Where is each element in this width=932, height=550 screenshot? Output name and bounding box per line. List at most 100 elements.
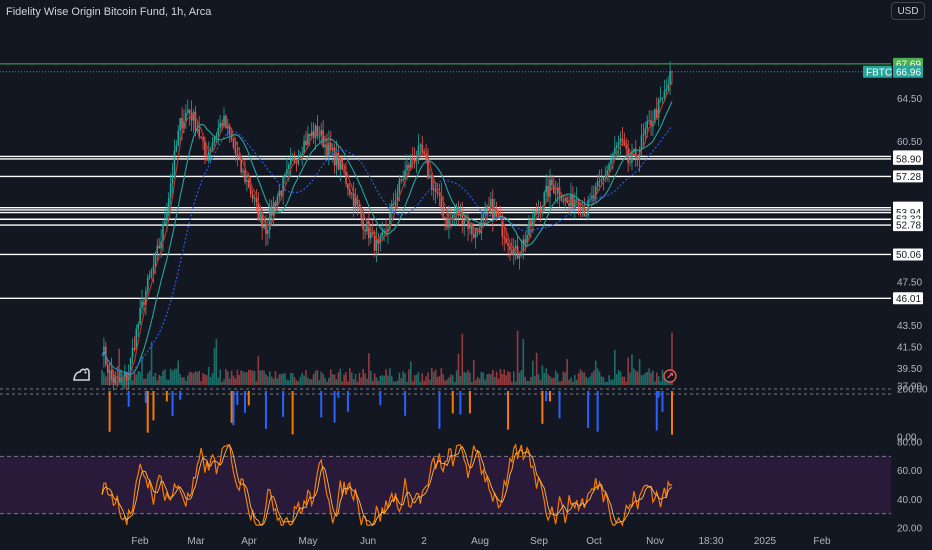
volume-bar — [526, 380, 528, 385]
volume-bar — [472, 360, 475, 385]
candle-body — [509, 245, 511, 250]
candle-body — [629, 161, 631, 163]
volume-bar — [152, 376, 155, 385]
volume-bar — [610, 379, 612, 385]
volume-bar — [652, 370, 654, 385]
currency-button[interactable]: USD — [891, 2, 925, 20]
volume-bar — [421, 373, 424, 385]
volume-bar — [631, 354, 633, 385]
candlesticks — [103, 61, 673, 391]
indicator1-spike — [548, 391, 551, 402]
candle-body — [181, 118, 183, 129]
candle-body — [358, 204, 361, 210]
candle-body — [579, 207, 582, 211]
volume-bar — [562, 371, 565, 385]
candle-body — [625, 146, 628, 149]
volume-bar — [303, 375, 305, 385]
volume-bar — [478, 378, 481, 385]
indicator1-spike — [179, 391, 182, 400]
candle-body — [303, 140, 305, 154]
candle-body — [230, 134, 233, 140]
volume-bar — [289, 373, 292, 385]
candle-body — [633, 148, 635, 152]
volume-bar — [373, 373, 376, 385]
indicator1-spike — [247, 391, 250, 406]
volume-bar — [440, 368, 443, 385]
volume-bar — [406, 381, 408, 385]
candle-body — [478, 229, 481, 234]
candle-body — [251, 193, 254, 199]
volume-bar — [198, 370, 201, 385]
volume-bar — [207, 366, 210, 385]
volume-bar — [217, 377, 220, 385]
volume-bar — [459, 375, 462, 385]
candle-body — [246, 179, 248, 182]
volume-bar — [206, 375, 208, 385]
candle-body — [657, 100, 660, 118]
candle-body — [307, 133, 309, 145]
level-price-tag: 58.90 — [896, 154, 921, 165]
indicator1-spike — [657, 391, 660, 398]
symbol-tag-bg — [863, 65, 892, 78]
oscillator-lines — [0, 443, 891, 527]
volume-bar — [133, 371, 136, 385]
indicator1-spike — [468, 391, 471, 414]
horizontal-levels[interactable] — [0, 63, 891, 299]
tradingview-logo-icon[interactable] — [73, 368, 90, 381]
volume-bar — [558, 381, 561, 385]
candle-body — [108, 370, 111, 373]
volume-bar — [501, 374, 504, 385]
volume-bar — [310, 379, 313, 385]
candle-body — [270, 208, 273, 216]
volume-bar — [577, 373, 580, 385]
volume-bar — [583, 372, 586, 385]
candle-body — [225, 115, 227, 129]
volume-bar — [547, 374, 549, 385]
indicator1-spike — [655, 391, 658, 431]
volume-bar — [171, 370, 174, 385]
candle-body — [501, 217, 504, 237]
volume-bar — [533, 376, 536, 385]
candle-body — [240, 158, 242, 173]
candle-body — [324, 144, 326, 148]
candle-body — [524, 239, 527, 244]
volume-bar — [499, 369, 502, 385]
volume-bar — [410, 361, 412, 385]
candle-body — [400, 179, 403, 181]
volume-bar — [268, 371, 271, 385]
candle-body — [472, 234, 475, 238]
volume-bar — [606, 381, 608, 385]
volume-bar — [423, 380, 425, 385]
indicator1-spike — [264, 391, 267, 429]
level-price-tag-bg — [893, 219, 923, 232]
volume-bar — [318, 380, 321, 385]
candle-body — [587, 199, 589, 216]
volume-bar — [429, 379, 431, 385]
candle-body — [492, 199, 494, 219]
timeline-marker-icon[interactable] — [663, 369, 677, 383]
volume-bar — [312, 373, 315, 385]
candle-body — [408, 164, 410, 169]
indicator1-spike — [243, 391, 246, 413]
volume-bar — [106, 373, 109, 385]
candle-body — [154, 252, 157, 266]
candle-body — [310, 131, 313, 137]
candle-body — [227, 126, 229, 129]
indicator1-spike — [587, 391, 590, 428]
candle-body — [124, 372, 126, 378]
indicator2-tick-label: 80.00 — [897, 438, 922, 449]
volume-bar — [663, 377, 666, 385]
volume-bar — [408, 369, 410, 385]
volume-bar — [419, 381, 422, 385]
candle-body — [286, 169, 288, 175]
candle-body — [581, 207, 584, 211]
volume-bar — [349, 368, 351, 385]
candle-body — [141, 301, 143, 308]
volume-bar — [166, 379, 168, 385]
volume-bar — [101, 369, 103, 385]
volume-bar — [179, 374, 181, 385]
volume-bar — [614, 349, 616, 385]
price-axis-bg[interactable] — [891, 0, 932, 550]
level-price-tag: 46.01 — [896, 294, 921, 305]
